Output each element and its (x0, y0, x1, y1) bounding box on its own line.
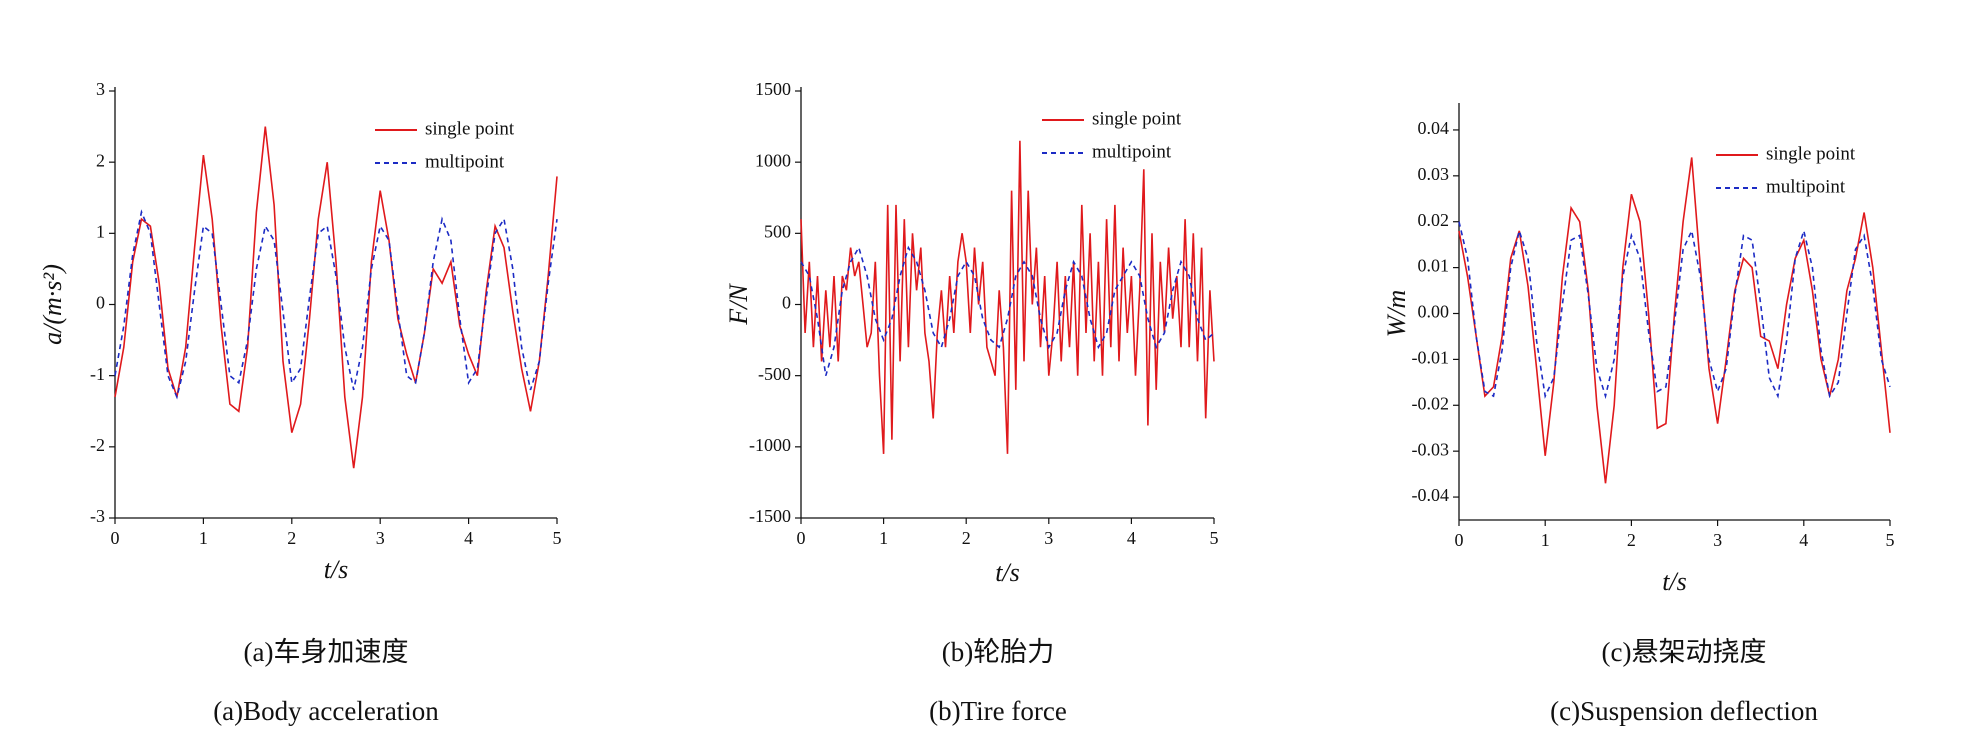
x-tick-label: 1 (199, 528, 208, 548)
y-tick-label: 1 (96, 221, 105, 241)
y-tick-label: 0 (782, 293, 791, 313)
caption-en: (a)Body acceleration (213, 696, 439, 726)
y-tick-label: 500 (764, 221, 791, 241)
caption-en: (b)Tire force (929, 696, 1067, 726)
caption-en: (c)Suspension deflection (1550, 696, 1818, 726)
y-tick-label: 1500 (755, 79, 791, 99)
y-tick-label: -3 (90, 506, 105, 526)
y-tick-label: 3 (96, 79, 105, 99)
x-tick-label: 5 (1886, 530, 1895, 550)
x-tick-label: 4 (464, 528, 473, 548)
x-tick-label: 2 (1627, 530, 1636, 550)
y-tick-label: 0.00 (1418, 302, 1450, 322)
y-axis-label: W/m (1382, 290, 1411, 338)
caption-zh: (b)轮胎力 (942, 637, 1054, 667)
y-tick-label: 1000 (755, 150, 791, 170)
x-axis-label: t/s (1662, 567, 1687, 596)
legend-label: single point (1766, 143, 1856, 164)
legend-label: single point (1092, 108, 1182, 129)
y-tick-label: -0.04 (1412, 485, 1450, 505)
x-tick-label: 2 (287, 528, 296, 548)
y-tick-label: 0 (96, 293, 105, 313)
x-tick-label: 3 (1713, 530, 1722, 550)
y-tick-label: -1 (90, 364, 105, 384)
legend-label: single point (425, 118, 515, 139)
y-tick-label: -2 (90, 435, 105, 455)
x-tick-label: 5 (553, 528, 562, 548)
x-tick-label: 1 (1541, 530, 1550, 550)
series-line (800, 245, 1215, 376)
x-tick-label: 0 (111, 528, 120, 548)
x-tick-label: 3 (376, 528, 385, 548)
y-axis-label: F/N (724, 283, 753, 326)
legend-label: multipoint (1766, 176, 1846, 197)
x-tick-label: 0 (797, 528, 806, 548)
x-axis-label: t/s (995, 558, 1020, 587)
y-tick-label: -0.01 (1412, 348, 1450, 368)
series-line (114, 209, 558, 400)
y-tick-label: -0.03 (1412, 439, 1450, 459)
x-tick-label: 4 (1127, 528, 1136, 548)
legend-label: multipoint (1092, 141, 1172, 162)
x-axis-label: t/s (324, 555, 349, 584)
y-tick-label: -1000 (749, 435, 791, 455)
series-line (800, 140, 1215, 454)
y-tick-label: 0.01 (1418, 256, 1450, 276)
y-tick-label: 2 (96, 150, 105, 170)
y-tick-label: 0.04 (1418, 118, 1450, 138)
x-tick-label: 1 (879, 528, 888, 548)
y-tick-label: -0.02 (1412, 393, 1450, 413)
series-line (1458, 221, 1891, 400)
x-tick-label: 5 (1210, 528, 1219, 548)
caption-zh: (c)悬架动挠度 (1602, 637, 1767, 667)
legend-label: multipoint (425, 151, 505, 172)
caption-zh: (a)车身加速度 (244, 637, 409, 667)
y-tick-label: 0.03 (1418, 164, 1450, 184)
series-line (1458, 157, 1891, 484)
x-tick-label: 2 (962, 528, 971, 548)
x-tick-label: 0 (1455, 530, 1464, 550)
series-line (114, 126, 558, 469)
y-axis-label: a/(m·s²) (38, 264, 67, 345)
y-tick-label: -500 (758, 364, 791, 384)
x-tick-label: 3 (1044, 528, 1053, 548)
x-tick-label: 4 (1799, 530, 1808, 550)
y-tick-label: -1500 (749, 506, 791, 526)
y-tick-label: 0.02 (1418, 210, 1450, 230)
